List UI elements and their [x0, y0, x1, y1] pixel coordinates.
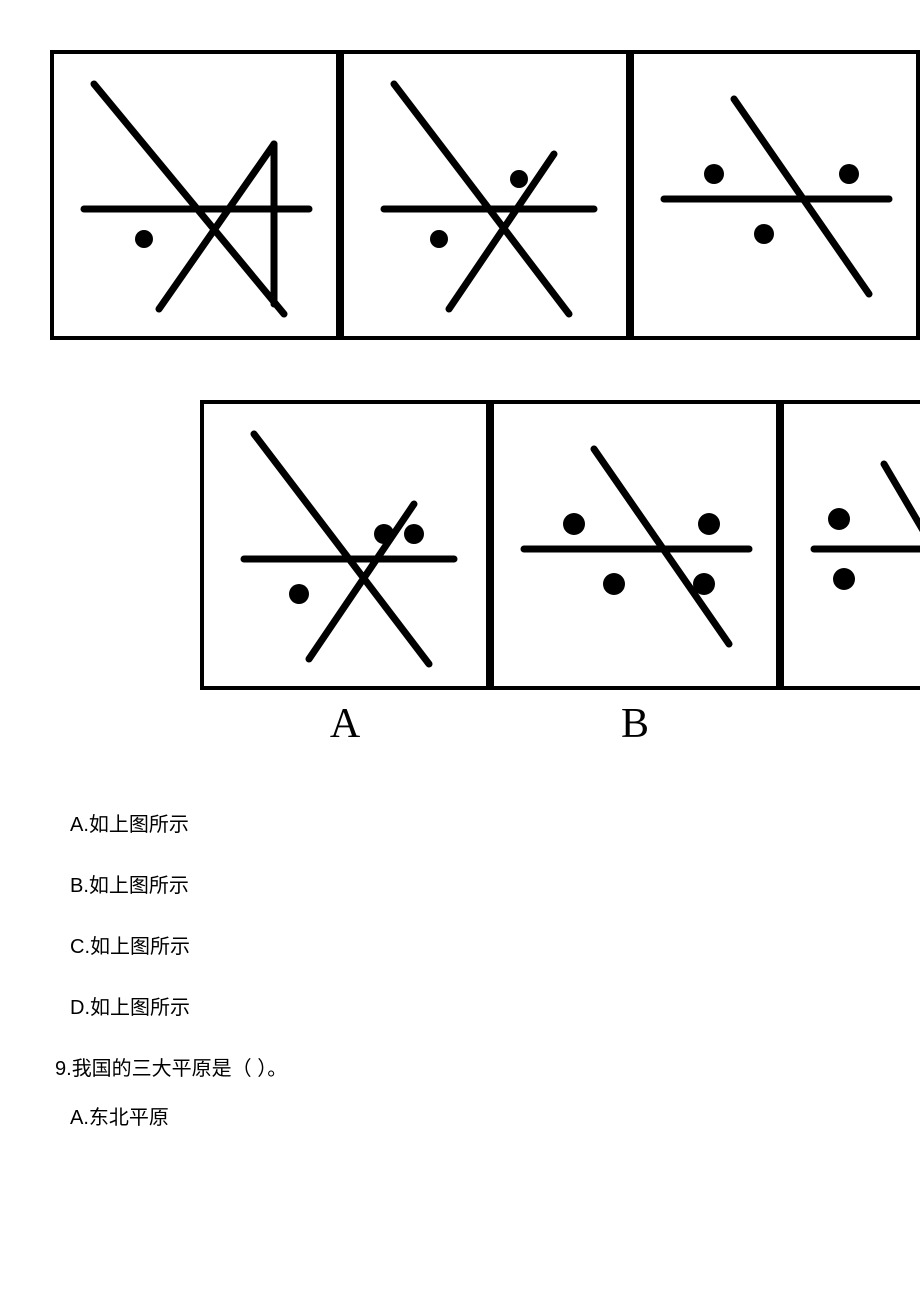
diagram-box-2-3: [780, 400, 920, 690]
pattern-svg: [494, 404, 776, 686]
option-c: C.如上图所示: [70, 930, 850, 959]
option-b: B.如上图所示: [70, 869, 850, 898]
sub-option-a: A.东北平原: [70, 1101, 850, 1130]
option-label-a: A: [200, 700, 490, 748]
diagram-section: A B: [0, 0, 920, 768]
diagram-box-1-2: [340, 50, 630, 340]
diagram-row-1: [50, 50, 870, 340]
diagram-box-2-1: [200, 400, 490, 690]
pattern-svg: [54, 54, 336, 336]
option-label-b: B: [490, 700, 780, 748]
question-text: 我国的三大平原是（ ）。: [72, 1058, 288, 1080]
pattern-svg: [344, 54, 626, 336]
pattern-svg: [784, 404, 920, 686]
diagram-row-2: [200, 400, 870, 690]
option-labels-row: A B: [200, 700, 870, 748]
diagram-box-1-1: [50, 50, 340, 340]
diagram-box-1-3: [630, 50, 920, 340]
question-9: 9.我国的三大平原是（ ）。: [55, 1052, 850, 1081]
pattern-svg: [204, 404, 486, 686]
option-a: A.如上图所示: [70, 808, 850, 837]
diagram-box-2-2: [490, 400, 780, 690]
text-section: A.如上图所示 B.如上图所示 C.如上图所示 D.如上图所示 9.我国的三大平…: [0, 768, 920, 1160]
question-number: 9.: [55, 1058, 72, 1080]
pattern-svg: [634, 54, 916, 336]
option-d: D.如上图所示: [70, 991, 850, 1020]
